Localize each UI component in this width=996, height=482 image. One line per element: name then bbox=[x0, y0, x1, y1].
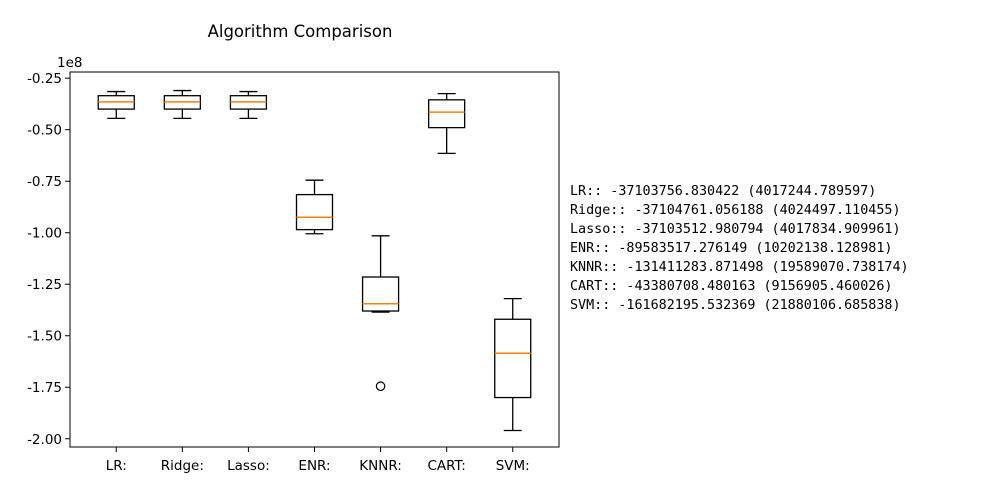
result-line: CART:: -43380708.480163 (9156905.460026) bbox=[570, 279, 893, 294]
outlier-point bbox=[375, 381, 386, 392]
box-svm bbox=[494, 297, 532, 432]
x-tick-label: ENR: bbox=[298, 458, 330, 474]
y-tick-label: -1.50 bbox=[27, 329, 62, 345]
y-tick-label: -1.75 bbox=[27, 380, 62, 396]
result-line: SVM:: -161682195.532369 (21880106.685838… bbox=[570, 298, 901, 313]
box-knnr bbox=[361, 235, 400, 392]
result-line: KNNR:: -131411283.871498 (19589070.73817… bbox=[570, 260, 909, 275]
y-tick-label: -0.75 bbox=[27, 174, 62, 190]
model-results-list: LR:: -37103756.830422 (4017244.789597)Ri… bbox=[570, 182, 909, 315]
result-line: ENR:: -89583517.276149 (10202138.128981) bbox=[570, 241, 893, 256]
boxes-layer bbox=[97, 89, 532, 432]
chart-title: Algorithm Comparison bbox=[208, 22, 393, 41]
x-tick-label: CART: bbox=[427, 458, 465, 474]
y-tick-label: -0.25 bbox=[27, 71, 62, 87]
iqr-box bbox=[295, 193, 334, 231]
x-tick-label: Lasso: bbox=[227, 458, 270, 474]
y-tick-label: -1.25 bbox=[27, 277, 62, 293]
iqr-box bbox=[428, 99, 466, 129]
x-tick-label: LR: bbox=[106, 458, 127, 474]
x-axis: LR: Ridge: Lasso: ENR: KNNR: CART: SVM: bbox=[106, 447, 530, 474]
y-tick-label: -0.50 bbox=[27, 123, 62, 139]
box-enr bbox=[295, 179, 334, 235]
result-line: Lasso:: -37103512.980794 (4017834.909961… bbox=[570, 222, 901, 237]
x-tick-label: SVM: bbox=[496, 458, 530, 474]
iqr-box bbox=[361, 276, 400, 312]
x-tick-label: KNNR: bbox=[359, 458, 402, 474]
box-cart bbox=[428, 92, 466, 155]
algorithm-comparison-boxplot: Algorithm Comparison 1e8 -0.25 -0.50 -0.75… bbox=[27, 22, 560, 474]
y-axis: -0.25 -0.50 -0.75 -1.00 -1.25 -1.50 -1.75 -2.00 bbox=[27, 71, 70, 448]
result-line: LR:: -37103756.830422 (4017244.789597) bbox=[570, 184, 877, 199]
iqr-box bbox=[494, 318, 532, 399]
y-axis-offset-label: 1e8 bbox=[57, 55, 82, 71]
y-tick-label: -2.00 bbox=[27, 432, 62, 448]
box-ridge bbox=[163, 89, 201, 120]
result-line: Ridge:: -37104761.056188 (4024497.110455… bbox=[570, 203, 901, 218]
y-tick-label: -1.00 bbox=[27, 226, 62, 242]
box-lasso bbox=[229, 90, 268, 120]
box-lr bbox=[97, 90, 135, 120]
plot-area-frame bbox=[69, 71, 560, 448]
x-tick-label: Ridge: bbox=[161, 458, 204, 474]
